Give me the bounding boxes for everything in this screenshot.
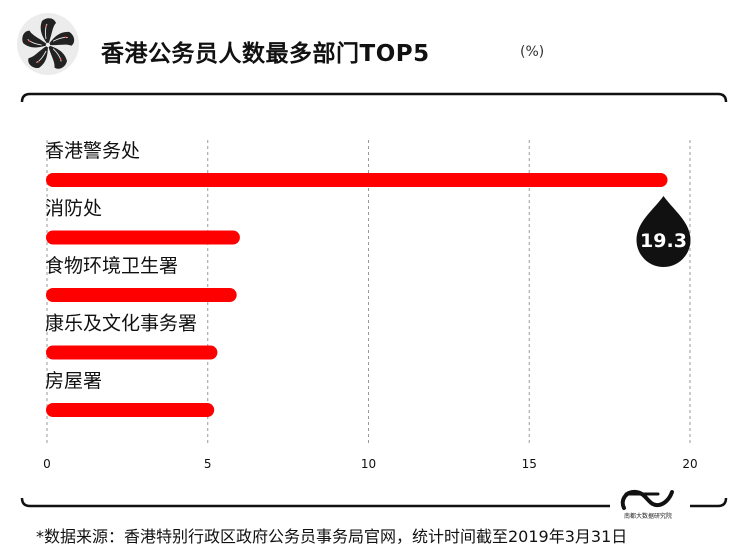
callout-drop xyxy=(636,196,691,267)
bar xyxy=(46,345,218,360)
bar xyxy=(46,173,668,187)
category-label: 房屋署 xyxy=(45,370,102,392)
x-tick-label: 0 xyxy=(43,457,51,471)
chart-title: 香港公务员人数最多部门TOP5 xyxy=(101,41,430,67)
hong-kong-emblem-icon xyxy=(17,13,79,75)
top-rule xyxy=(20,92,728,103)
x-tick-label: 20 xyxy=(682,457,697,471)
category-label: 消防处 xyxy=(45,198,102,220)
bar xyxy=(46,403,215,417)
x-tick-label: 10 xyxy=(361,457,376,471)
category-label: 食物环境卫生署 xyxy=(45,255,178,277)
x-tick-label: 5 xyxy=(204,457,212,471)
publisher-logo-label: 南都大数据研究院 xyxy=(623,513,672,520)
bottom-rule-right xyxy=(690,497,728,508)
data-source-note: *数据来源：香港特别行政区政府公务员事务局官网，统计时间截至2019年3月31日 xyxy=(36,527,628,546)
callout-value-label: 19.3 xyxy=(640,230,687,252)
category-label: 香港警务处 xyxy=(45,140,140,162)
value-callout: 19.3 xyxy=(636,196,691,267)
publisher-logo-icon xyxy=(620,489,674,510)
bar xyxy=(46,230,240,245)
category-label: 康乐及文化事务署 xyxy=(45,313,197,335)
chart-unit: (%) xyxy=(520,44,545,60)
x-tick-label: 15 xyxy=(522,457,537,471)
bottom-rule xyxy=(20,497,610,508)
bar xyxy=(46,288,237,302)
